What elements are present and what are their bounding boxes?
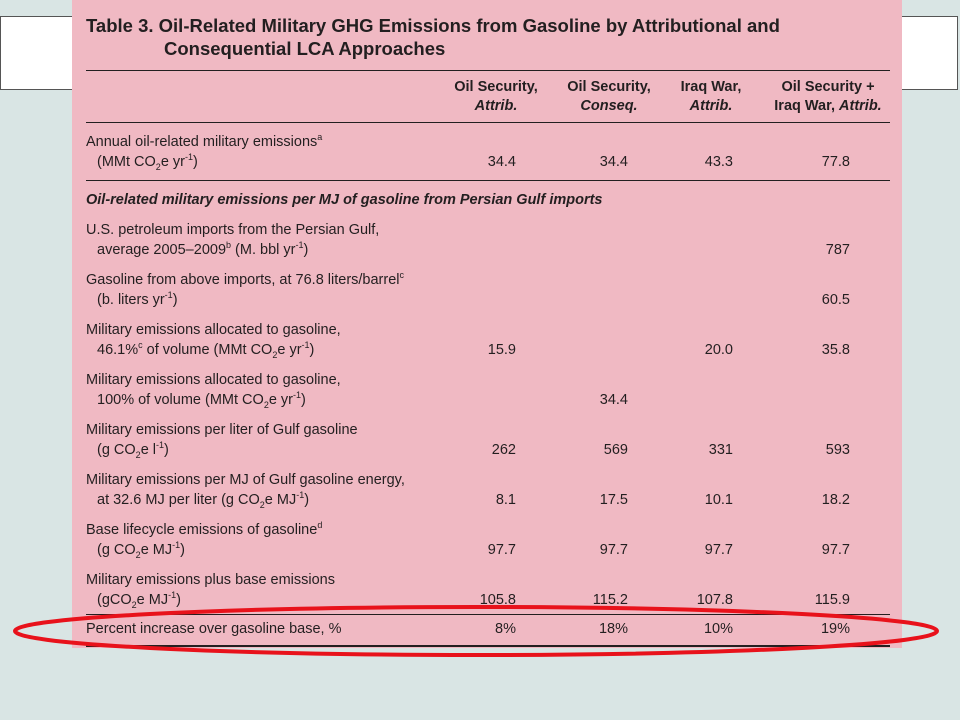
table-cell: 97.7: [599, 542, 628, 558]
table-cell: 17.5: [599, 492, 628, 508]
table-cell: 60.5: [821, 292, 850, 308]
column-header-oil-security-iraq-war: Oil Security + Iraq War, Attrib.: [774, 79, 882, 114]
top-rule: [86, 70, 890, 71]
column-header-oil-security-conseq: Oil Security, Conseq.: [567, 79, 651, 114]
row-label-annual-emissions: Annual oil-related military emissionsa (…: [86, 132, 323, 172]
header-rule: [86, 122, 890, 123]
row-rule: [86, 614, 890, 615]
column-header-iraq-war-attrib: Iraq War, Attrib.: [680, 79, 742, 114]
table-cell: 569: [603, 442, 628, 458]
table-cell: 97.7: [821, 542, 850, 558]
row-label-military-plus-base: Military emissions plus base emissions (…: [86, 572, 335, 610]
row-label-petroleum-imports: U.S. petroleum imports from the Persian …: [86, 222, 380, 258]
row-label-emissions-allocated-46: Military emissions allocated to gasoline…: [86, 322, 341, 360]
table-cell: 107.8: [696, 592, 733, 608]
table-cell: 34.4: [599, 392, 628, 408]
table-title-line2: Consequential LCA Approaches: [164, 38, 446, 59]
table-cell: 8.1: [495, 492, 516, 508]
section-rule: [86, 180, 890, 181]
row-label-gasoline-from-imports: Gasoline from above imports, at 76.8 lit…: [86, 270, 404, 308]
table-cell: 97.7: [487, 542, 516, 558]
table-cell: 331: [708, 442, 733, 458]
table-cell: 35.8: [821, 342, 850, 358]
row-label-emissions-per-liter: Military emissions per liter of Gulf gas…: [86, 422, 358, 460]
table-figure: Table 3. Oil-Related Military GHG Emissi…: [72, 0, 902, 648]
table-cell: 18%: [598, 621, 628, 637]
row-label-emissions-allocated-100: Military emissions allocated to gasoline…: [86, 372, 341, 410]
table-cell: 34.4: [487, 154, 516, 170]
table-cell: 115.2: [592, 592, 628, 608]
table-cell: 10%: [703, 621, 733, 637]
column-header-oil-security-attrib: Oil Security, Attrib.: [454, 79, 538, 114]
table-cell: 115.9: [814, 592, 850, 608]
table-cell: 105.8: [479, 592, 516, 608]
table-cell: 77.8: [821, 154, 850, 170]
table-cell: 262: [491, 442, 516, 458]
table-cell: 593: [825, 442, 850, 458]
table-cell: 34.4: [599, 154, 628, 170]
table-title-line1: Table 3. Oil-Related Military GHG Emissi…: [86, 15, 780, 36]
table-cell: 15.9: [487, 342, 516, 358]
row-label-base-lifecycle: Base lifecycle emissions of gasolined (g…: [86, 520, 323, 560]
row-label-emissions-per-mj: Military emissions per MJ of Gulf gasoli…: [86, 472, 405, 510]
table-cell: 18.2: [821, 492, 850, 508]
table-cell: 787: [825, 242, 850, 258]
table-cell: 19%: [820, 621, 850, 637]
section-heading: Oil-related military emissions per MJ of…: [86, 192, 603, 208]
table-cell: 20.0: [704, 342, 733, 358]
bottom-rule: [86, 645, 890, 647]
row-label-percent-increase: Percent increase over gasoline base, %: [86, 621, 342, 637]
table-cell: 10.1: [704, 492, 733, 508]
table-cell: 8%: [495, 621, 516, 637]
table-cell: 43.3: [704, 154, 733, 170]
table-cell: 97.7: [704, 542, 733, 558]
